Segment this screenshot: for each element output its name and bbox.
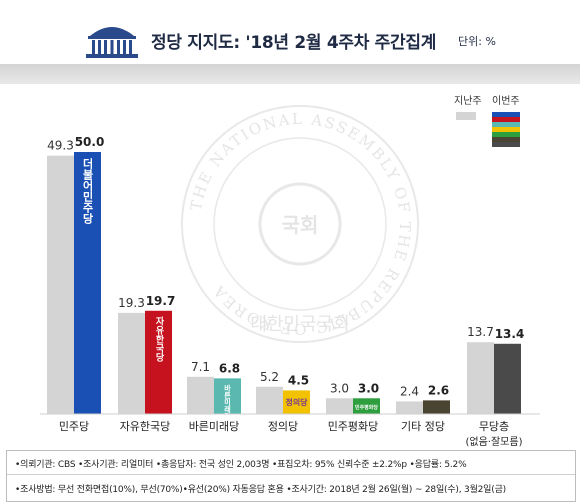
bar-logo-4: 민주평화당 (355, 404, 378, 411)
value-label-prev-2: 7.1 (191, 360, 210, 374)
value-label-curr-0: 50.0 (75, 135, 105, 149)
bar-prev-5 (396, 401, 423, 414)
bar-logo-3: 정의당 (285, 397, 308, 407)
category-sublabel-6: (없음·잘모름) (466, 435, 523, 448)
value-label-prev-6: 13.7 (467, 325, 494, 339)
bar-prev-4 (326, 398, 353, 414)
bar-curr-0 (74, 152, 101, 414)
value-label-prev-3: 5.2 (260, 370, 279, 384)
bar-chart: THE NATIONAL ASSEMBLY OF THE REPUBLIC OF… (40, 105, 540, 448)
bar-curr-4 (353, 398, 380, 414)
bar-prev-6 (467, 342, 494, 414)
category-label-0: 민주당 (59, 420, 89, 433)
legend-prev-swatch (456, 112, 476, 120)
value-label-prev-1: 19.3 (118, 296, 145, 310)
watermark-center-text: 국회 (282, 213, 319, 237)
survey-info-line-1: •의뢰기관: CBS •조사기관: 리얼미터 •총응답자: 전국 성인 2,00… (15, 460, 467, 470)
bar-prev-1 (118, 312, 145, 414)
bar-curr-6 (494, 343, 521, 414)
bar-prev-0 (47, 155, 74, 414)
national-assembly-logo-icon (86, 27, 138, 58)
bar-curr-2 (214, 378, 241, 414)
value-label-prev-4: 3.0 (330, 381, 349, 395)
category-label-6: 무당층 (479, 420, 509, 433)
chart-title: 정당 지지도: '18년 2월 4주차 주간집계 (151, 33, 437, 53)
bar-prev-3 (256, 386, 283, 414)
watermark-seal: THE NATIONAL ASSEMBLY OF THE REPUBLIC OF… (181, 105, 419, 343)
watermark-bottom-text: 대한민국국회 (250, 314, 349, 335)
bar-logo-1: 자유한국당 (154, 316, 164, 363)
value-label-prev-0: 49.3 (47, 139, 74, 153)
category-label-2: 바른미래당 (189, 420, 240, 433)
unit-label: 단위: % (458, 35, 496, 48)
legend-prev-label: 지난주 (454, 96, 482, 107)
legend-curr-swatch (492, 112, 520, 152)
value-label-curr-5: 2.6 (428, 383, 449, 397)
value-label-curr-2: 6.8 (219, 361, 240, 375)
bar-curr-3 (283, 390, 310, 414)
bar-curr-1 (145, 310, 172, 414)
header-divider (0, 64, 580, 84)
survey-info-box: •의뢰기관: CBS •조사기관: 리얼미터 •총응답자: 전국 성인 2,00… (6, 450, 576, 502)
category-label-4: 민주평화당 (328, 420, 379, 433)
value-label-curr-1: 19.7 (146, 294, 176, 308)
legend-curr-label: 이번주 (492, 96, 520, 107)
survey-info-separator (7, 474, 575, 475)
category-label-1: 자유한국당 (120, 420, 171, 433)
value-label-curr-3: 4.5 (288, 373, 309, 387)
bar-logo-0: 더불어민주당 (81, 157, 94, 225)
category-label-5: 기타 정당 (401, 420, 445, 433)
bar-logo-2: 바른미래당 (224, 384, 232, 421)
value-label-prev-5: 2.4 (400, 384, 419, 398)
survey-info-line-2: •조사방법: 무선 전화면접(10%), 무선(70%)•유선(20%) 자동응… (15, 485, 506, 495)
value-label-curr-4: 3.0 (358, 381, 379, 395)
value-label-curr-6: 13.4 (495, 327, 525, 341)
category-label-3: 정의당 (268, 420, 298, 433)
bar-prev-2 (187, 376, 214, 414)
bar-curr-5 (423, 400, 450, 414)
